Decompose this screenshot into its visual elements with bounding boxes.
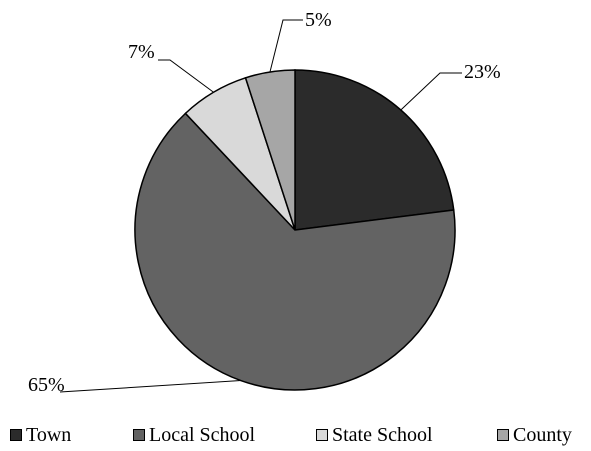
legend-item-local-school: Local School [133, 424, 255, 447]
pie-slice-town [294, 69, 455, 231]
legend-swatch-town [10, 429, 22, 441]
legend-item-town: Town [10, 424, 71, 447]
pie-slices [134, 69, 456, 391]
legend-item-state-school: State School [316, 424, 433, 447]
legend-swatch-state-school [316, 429, 328, 441]
legend-swatch-county [497, 429, 509, 441]
leader-line-town [400, 72, 462, 111]
legend-label-town: Town [26, 423, 72, 446]
leader-line-local-school [59, 380, 241, 393]
leader-line-county [269, 19, 303, 73]
legend-item-county: County [497, 424, 572, 447]
pie-slice-county [244, 69, 296, 231]
legend-label-state-school: State School [332, 423, 433, 446]
legend-label-local-school: Local School [149, 423, 256, 446]
label-leader-lines [59, 19, 462, 393]
data-label-state-school: 7% [128, 41, 155, 63]
legend-label-county: County [513, 423, 572, 446]
legend-swatch-local-school [133, 429, 145, 441]
chart-legend: Town Local School State School County [0, 422, 591, 448]
data-label-county: 5% [305, 9, 332, 31]
data-label-town: 23% [464, 61, 501, 83]
leader-line-state-school [158, 59, 214, 93]
data-label-local-school: 65% [28, 374, 65, 396]
